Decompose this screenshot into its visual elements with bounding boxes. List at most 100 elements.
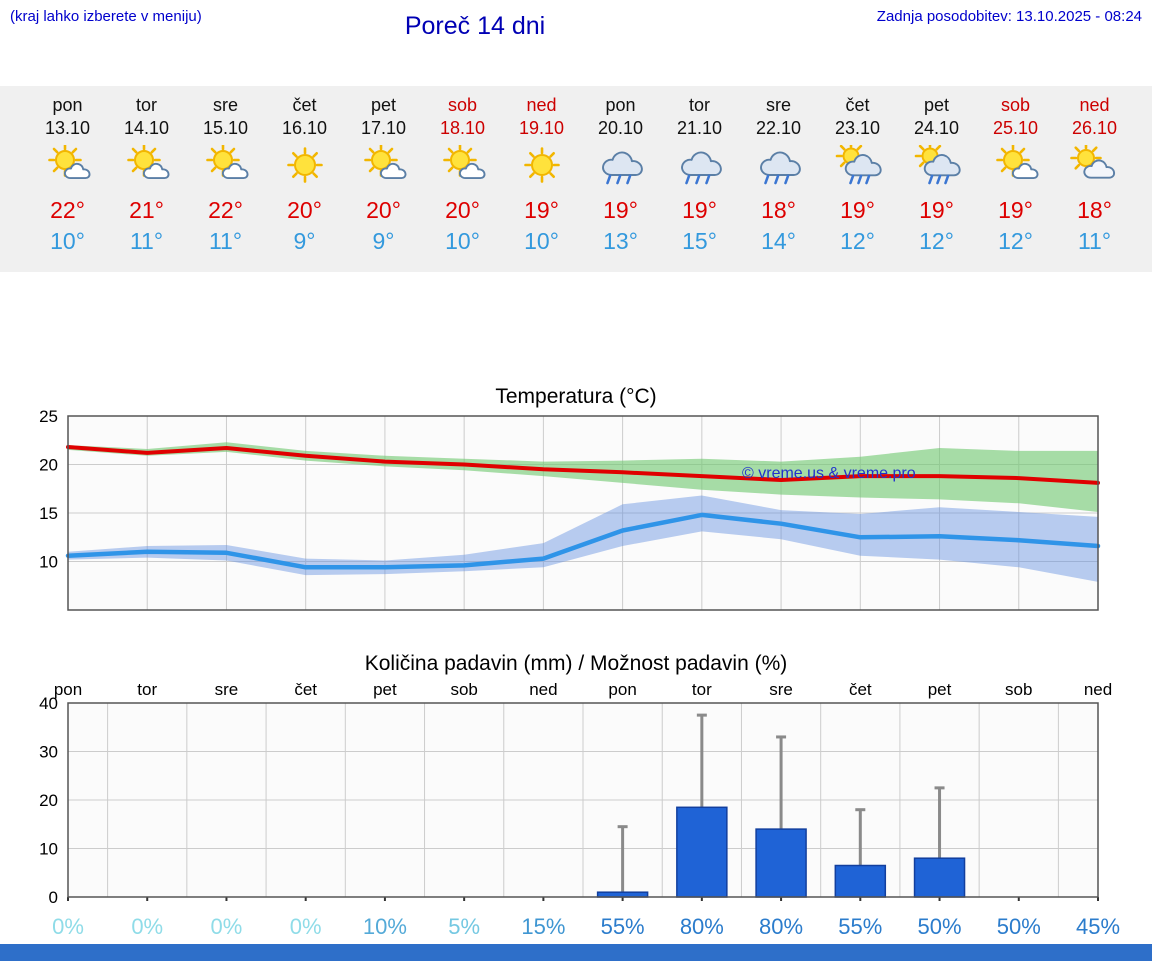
- day-name: pon: [605, 95, 636, 115]
- precip-bar: [834, 864, 887, 898]
- day-date: 26.10: [1071, 117, 1118, 138]
- weather-icon-cloud-sun: [1069, 142, 1115, 179]
- day-date: 15.10: [202, 117, 249, 138]
- min-temp-label: 10°: [445, 228, 480, 254]
- day-icon: [436, 143, 490, 189]
- day-axis-label: čet: [849, 680, 872, 699]
- day-icon: [41, 143, 95, 189]
- max-temp-range-band: [68, 442, 1098, 512]
- day-name: ned: [1079, 95, 1110, 115]
- min-temp-line: [65, 512, 1101, 570]
- max-temp-label: 20°: [366, 197, 401, 223]
- day-axis-label: pet: [928, 680, 952, 699]
- min-temp-label: 11°: [208, 228, 243, 254]
- forecast-day-26.10: ned 26.10 18° 11°: [1055, 86, 1134, 272]
- watermark-link[interactable]: © vreme.us & vreme.pro: [742, 465, 916, 482]
- forecast-day-20.10: pon 20.10 19° 13°: [581, 86, 660, 272]
- forecast-day-24.10: pet 24.10 19° 12°: [897, 86, 976, 272]
- day-date: 20.10: [597, 117, 644, 138]
- precip-probability-label: 55%: [600, 914, 645, 939]
- weather-icon-sun-cloud: [363, 143, 406, 180]
- day-name: tor: [688, 95, 710, 115]
- weather-icon-sun-cloud: [442, 143, 485, 180]
- forecast-day-14.10: tor 14.10 21° 11°: [107, 86, 186, 272]
- max-temp-label: 21°: [129, 197, 164, 223]
- day-date: 17.10: [360, 117, 407, 138]
- day-icon: [120, 143, 174, 189]
- max-temp-label: 20°: [445, 197, 480, 223]
- max-temp-label: 18°: [1077, 197, 1112, 223]
- day-axis-label: pet: [373, 680, 397, 699]
- precip-probability-label: 55%: [838, 914, 883, 939]
- forecast-day-19.10: ned 19.10 19° 10°: [502, 86, 581, 272]
- precip-probability-label: 50%: [996, 914, 1041, 939]
- day-name: sre: [765, 95, 791, 115]
- day-date: 14.10: [123, 117, 170, 138]
- day-icon: [594, 145, 648, 189]
- weather-icon-sun-cloud: [47, 143, 90, 180]
- weather-icon-sun-rain: [835, 140, 882, 185]
- day-icon: [831, 140, 885, 189]
- precip-probability-label: 0%: [131, 914, 164, 939]
- day-name: sob: [447, 95, 478, 115]
- day-name: pon: [52, 95, 83, 115]
- day-name: sre: [212, 95, 238, 115]
- min-temp-label: 14°: [761, 228, 796, 254]
- weather-icon-sun-cloud: [126, 143, 169, 180]
- last-update-label: Zadnja posodobitev: 13.10.2025 - 08:24: [876, 8, 1142, 25]
- day-name: tor: [135, 95, 157, 115]
- day-axis-label: tor: [692, 680, 712, 699]
- y-tick-label: 20: [39, 456, 58, 475]
- day-icon: [357, 143, 411, 189]
- min-temp-range-band: [68, 495, 1098, 582]
- min-temp-label: 10°: [524, 228, 559, 254]
- min-temp-label: 12°: [840, 228, 875, 254]
- min-temp-label: 10°: [50, 228, 85, 254]
- page-title: Poreč 14 dni: [404, 12, 546, 40]
- precip-probability-label: 0%: [52, 914, 84, 939]
- day-axis-label: čet: [294, 680, 317, 699]
- day-name: sob: [1000, 95, 1031, 115]
- weather-icon-sun: [523, 147, 560, 183]
- min-temp-label: 13°: [603, 228, 638, 254]
- temperature-chart: 10 15 20 25 © vreme.us & vreme.pro: [39, 407, 1101, 611]
- weather-icon-sun-rain: [914, 140, 961, 185]
- day-icon: [199, 143, 253, 189]
- plot-border: [67, 415, 1099, 611]
- day-name: ned: [526, 95, 557, 115]
- day-axis-label: pon: [54, 680, 82, 699]
- day-icon: [1068, 142, 1122, 189]
- precip-probability-label: 80%: [759, 914, 804, 939]
- plot-border: [67, 702, 1099, 898]
- forecast-day-17.10: pet 17.10 20° 9°: [344, 86, 423, 272]
- day-date: 22.10: [755, 117, 802, 138]
- min-temp-label: 12°: [919, 228, 954, 254]
- day-icon: [910, 140, 964, 189]
- y-tick-label: 25: [39, 410, 58, 426]
- y-tick-label: 40: [39, 694, 58, 713]
- precip-probability-label: 0%: [289, 914, 322, 939]
- day-axis-label: ned: [529, 680, 557, 699]
- day-date: 18.10: [439, 117, 486, 138]
- day-icon: [752, 145, 806, 189]
- min-temp-label: 9°: [293, 228, 316, 254]
- day-icon: [515, 145, 569, 189]
- precipitation-chart-title: Količina padavin (mm) / Možnost padavin …: [364, 652, 788, 675]
- max-temp-label: 19°: [919, 197, 954, 223]
- page-header: (kraj lahko izberete v meniju) Poreč 14 …: [0, 0, 1152, 46]
- precip-bar: [676, 806, 728, 898]
- y-tick-label: 20: [39, 791, 58, 810]
- forecast-day-22.10: sre 22.10 18° 14°: [739, 86, 818, 272]
- forecast-day-18.10: sob 18.10 20° 10°: [423, 86, 502, 272]
- temperature-chart-title: Temperatura (°C): [495, 385, 657, 408]
- y-tick-label: 10: [39, 840, 58, 859]
- day-date: 19.10: [518, 117, 565, 138]
- day-date: 25.10: [992, 117, 1039, 138]
- day-date: 24.10: [913, 117, 960, 138]
- weather-icon-sun: [286, 147, 323, 183]
- day-date: 23.10: [834, 117, 881, 138]
- location-menu-note: (kraj lahko izberete v meniju): [10, 8, 202, 25]
- min-temp-label: 11°: [129, 228, 164, 254]
- day-axis-label: sre: [215, 680, 239, 699]
- precip-probability-label: 15%: [521, 914, 566, 939]
